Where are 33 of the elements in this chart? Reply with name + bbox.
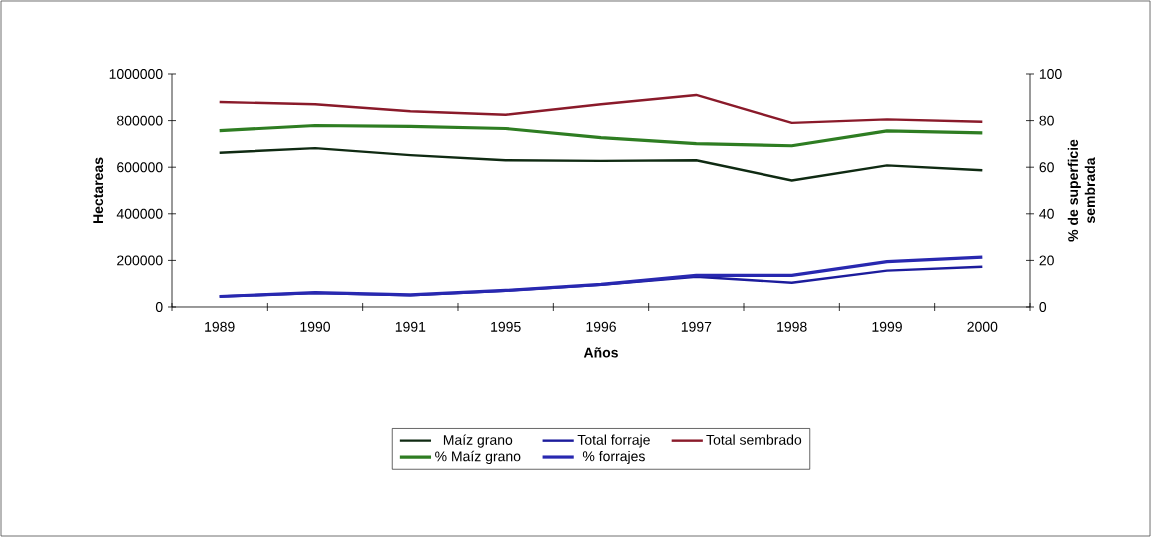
y2-tick-label: 80	[1039, 115, 1054, 126]
line-series	[218, 123, 984, 148]
y2-tick-label: 20	[1039, 255, 1054, 266]
y-tick-label: 800000	[117, 115, 163, 126]
line-series	[218, 93, 984, 125]
x-axis-title: Años	[583, 347, 618, 358]
line-series	[218, 146, 984, 182]
line-series	[218, 255, 984, 299]
y-tick-label: 400000	[116, 208, 163, 219]
y2-axis-title: % de superficie sembrada	[1067, 139, 1096, 242]
x-tick-label: 1995	[491, 321, 521, 332]
x-tick-label: 1997	[681, 321, 712, 332]
y2-tick-label: 40	[1039, 208, 1054, 219]
y2-tick-label: 100	[1039, 69, 1062, 79]
legend-label: % forrajes	[582, 450, 645, 464]
legend-label: Total forraje	[577, 434, 650, 448]
x-tick-label: 1998	[777, 321, 807, 332]
y-tick-label: 200000	[117, 255, 163, 266]
legend-label: Maíz grano	[443, 434, 513, 448]
x-tick-label: 2000	[967, 321, 998, 332]
y-axis-title: Hectareas	[93, 157, 104, 224]
legend-label: Total sembrado	[706, 434, 802, 445]
y-tick-label: 0	[155, 302, 163, 312]
x-tick-label: 1990	[300, 321, 331, 332]
y2-tick-label: 0	[1039, 302, 1047, 312]
x-tick-label: 1989	[205, 321, 235, 332]
legend-label: % Maíz grano	[435, 450, 521, 465]
x-tick-label: 1991	[395, 321, 426, 332]
y2-tick-label: 60	[1039, 162, 1054, 173]
x-tick-label: 1999	[872, 321, 902, 332]
y-tick-label: 1000000	[109, 69, 163, 79]
y-tick-label: 600000	[117, 162, 163, 173]
x-tick-label: 1996	[586, 321, 616, 332]
